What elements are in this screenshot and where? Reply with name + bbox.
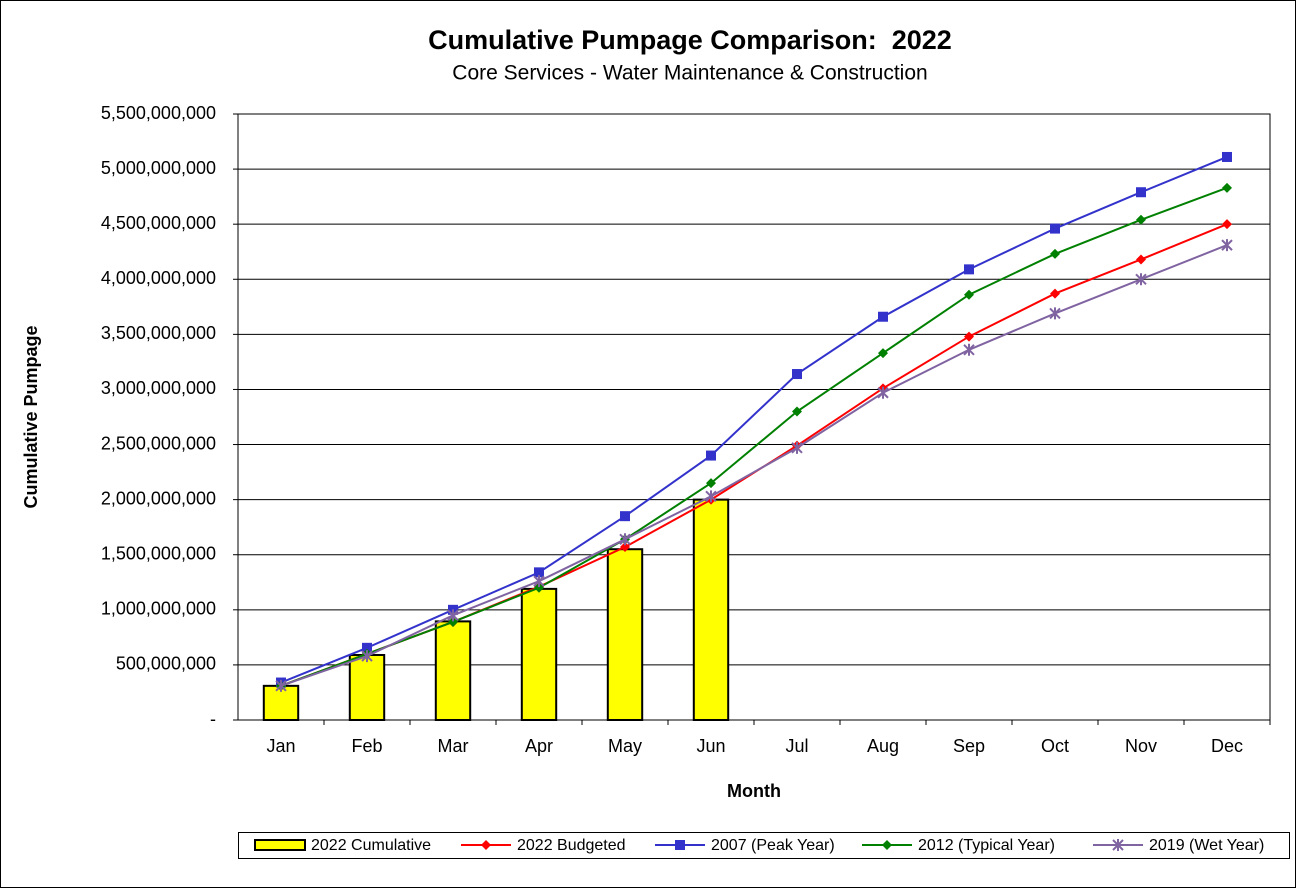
x-tick-label: Jun [696,736,725,756]
x-tick-label: Nov [1125,736,1157,756]
x-axis-label: Month [727,781,781,801]
x-tick-label: Jul [785,736,808,756]
marker [964,331,974,342]
y-tick-label: 5,000,000,000 [101,158,216,178]
y-tick-label: 500,000,000 [116,654,216,674]
marker [1221,239,1233,252]
marker [481,840,491,850]
y-tick-label: 2,500,000,000 [101,433,216,453]
x-tick-label: Sep [953,736,985,756]
legend-item: 2007 (Peak Year) [655,837,835,854]
y-tick-label: 2,000,000,000 [101,488,216,508]
marker [963,343,975,356]
marker [533,575,545,588]
bar [434,620,472,721]
marker [620,542,630,553]
legend-swatch [254,839,306,851]
bar [692,498,730,721]
marker [792,406,802,417]
bar [606,548,644,722]
marker [706,450,716,461]
y-tick-label: 1,000,000,000 [101,599,216,619]
marker [1222,151,1232,162]
y-axis-label: Cumulative Pumpage [21,325,41,508]
marker [1222,182,1232,193]
marker [792,369,802,380]
marker [705,490,717,503]
x-tick-label: May [608,736,642,756]
marker [1050,288,1060,299]
plot-area [238,114,1270,720]
marker [1136,254,1146,265]
marker [964,264,974,275]
y-tick-label: 4,500,000,000 [101,213,216,233]
y-tick-label: 5,500,000,000 [101,103,216,123]
bar [520,587,558,721]
x-tick-label: Oct [1041,736,1069,756]
marker [534,567,544,578]
marker [1222,219,1232,230]
legend-label: 2022 Budgeted [517,837,626,854]
marker [706,478,716,489]
marker [1112,839,1124,851]
plot-border [237,113,1271,721]
marker [1136,187,1146,198]
legend-item: 2022 Budgeted [461,837,626,854]
marker [448,616,458,627]
x-tick-label: Dec [1211,736,1243,756]
legend-item: 2022 Cumulative [254,837,431,854]
marker [1049,307,1061,320]
marker [964,289,974,300]
y-tick-label: - [210,709,216,729]
line [280,244,1228,687]
marker [791,441,803,454]
legend-label: 2012 (Typical Year) [918,837,1055,854]
legend-label: 2019 (Wet Year) [1149,837,1264,854]
y-tick-label: 3,500,000,000 [101,323,216,343]
marker [1135,273,1147,286]
line [280,156,1228,684]
y-tick-label: 4,000,000,000 [101,268,216,288]
marker [882,840,892,850]
marker [275,679,287,692]
marker [361,650,373,663]
y-tick-label: 1,500,000,000 [101,543,216,563]
marker [1050,248,1060,259]
marker [877,386,889,399]
marker [675,840,685,850]
y-tick-label: 3,000,000,000 [101,378,216,398]
line [280,186,1228,687]
legend-item: 2019 (Wet Year) [1093,837,1264,854]
x-tick-label: Feb [351,736,382,756]
x-tick-label: Apr [525,736,553,756]
marker [534,582,544,593]
legend-label: 2022 Cumulative [311,837,431,854]
legend-label: 2007 (Peak Year) [711,837,835,854]
marker [620,511,630,522]
bar [348,653,386,722]
marker [362,642,372,653]
marker [878,311,888,322]
marker [447,609,459,622]
marker [878,348,888,359]
x-tick-label: Mar [438,736,469,756]
x-tick-label: Jan [266,736,295,756]
marker [619,533,631,546]
marker [1136,214,1146,225]
chart-title: Cumulative Pumpage Comparison: 2022 [428,25,952,55]
chart-subtitle: Core Services - Water Maintenance & Cons… [452,62,927,85]
x-tick-label: Aug [867,736,899,756]
marker [1050,223,1060,234]
legend-item: 2012 (Typical Year) [862,837,1055,854]
